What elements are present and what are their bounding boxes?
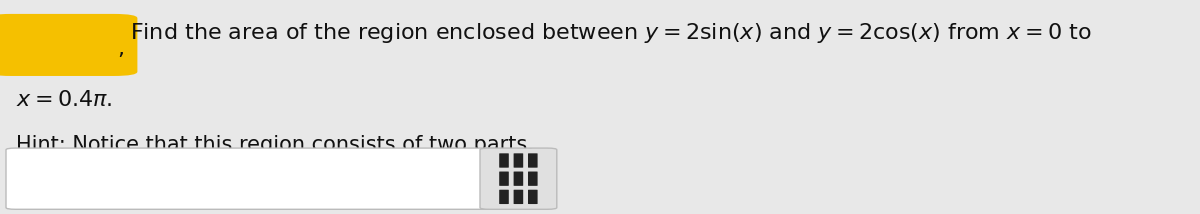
FancyBboxPatch shape: [499, 190, 509, 204]
FancyBboxPatch shape: [528, 190, 538, 204]
FancyBboxPatch shape: [528, 153, 538, 168]
FancyBboxPatch shape: [514, 172, 523, 186]
FancyBboxPatch shape: [0, 14, 137, 76]
FancyBboxPatch shape: [514, 190, 523, 204]
FancyBboxPatch shape: [514, 153, 523, 168]
Text: Hint: Notice that this region consists of two parts.: Hint: Notice that this region consists o…: [16, 135, 534, 155]
FancyBboxPatch shape: [528, 172, 538, 186]
Text: ,: ,: [118, 39, 124, 59]
Text: $x = 0.4\pi$.: $x = 0.4\pi$.: [16, 90, 112, 110]
FancyBboxPatch shape: [480, 148, 557, 209]
FancyBboxPatch shape: [499, 153, 509, 168]
Text: Find the area of the region enclosed between $y = 2\sin(x)$ and $y = 2\cos(x)$ f: Find the area of the region enclosed bet…: [130, 21, 1091, 45]
FancyBboxPatch shape: [6, 148, 499, 209]
FancyBboxPatch shape: [499, 172, 509, 186]
